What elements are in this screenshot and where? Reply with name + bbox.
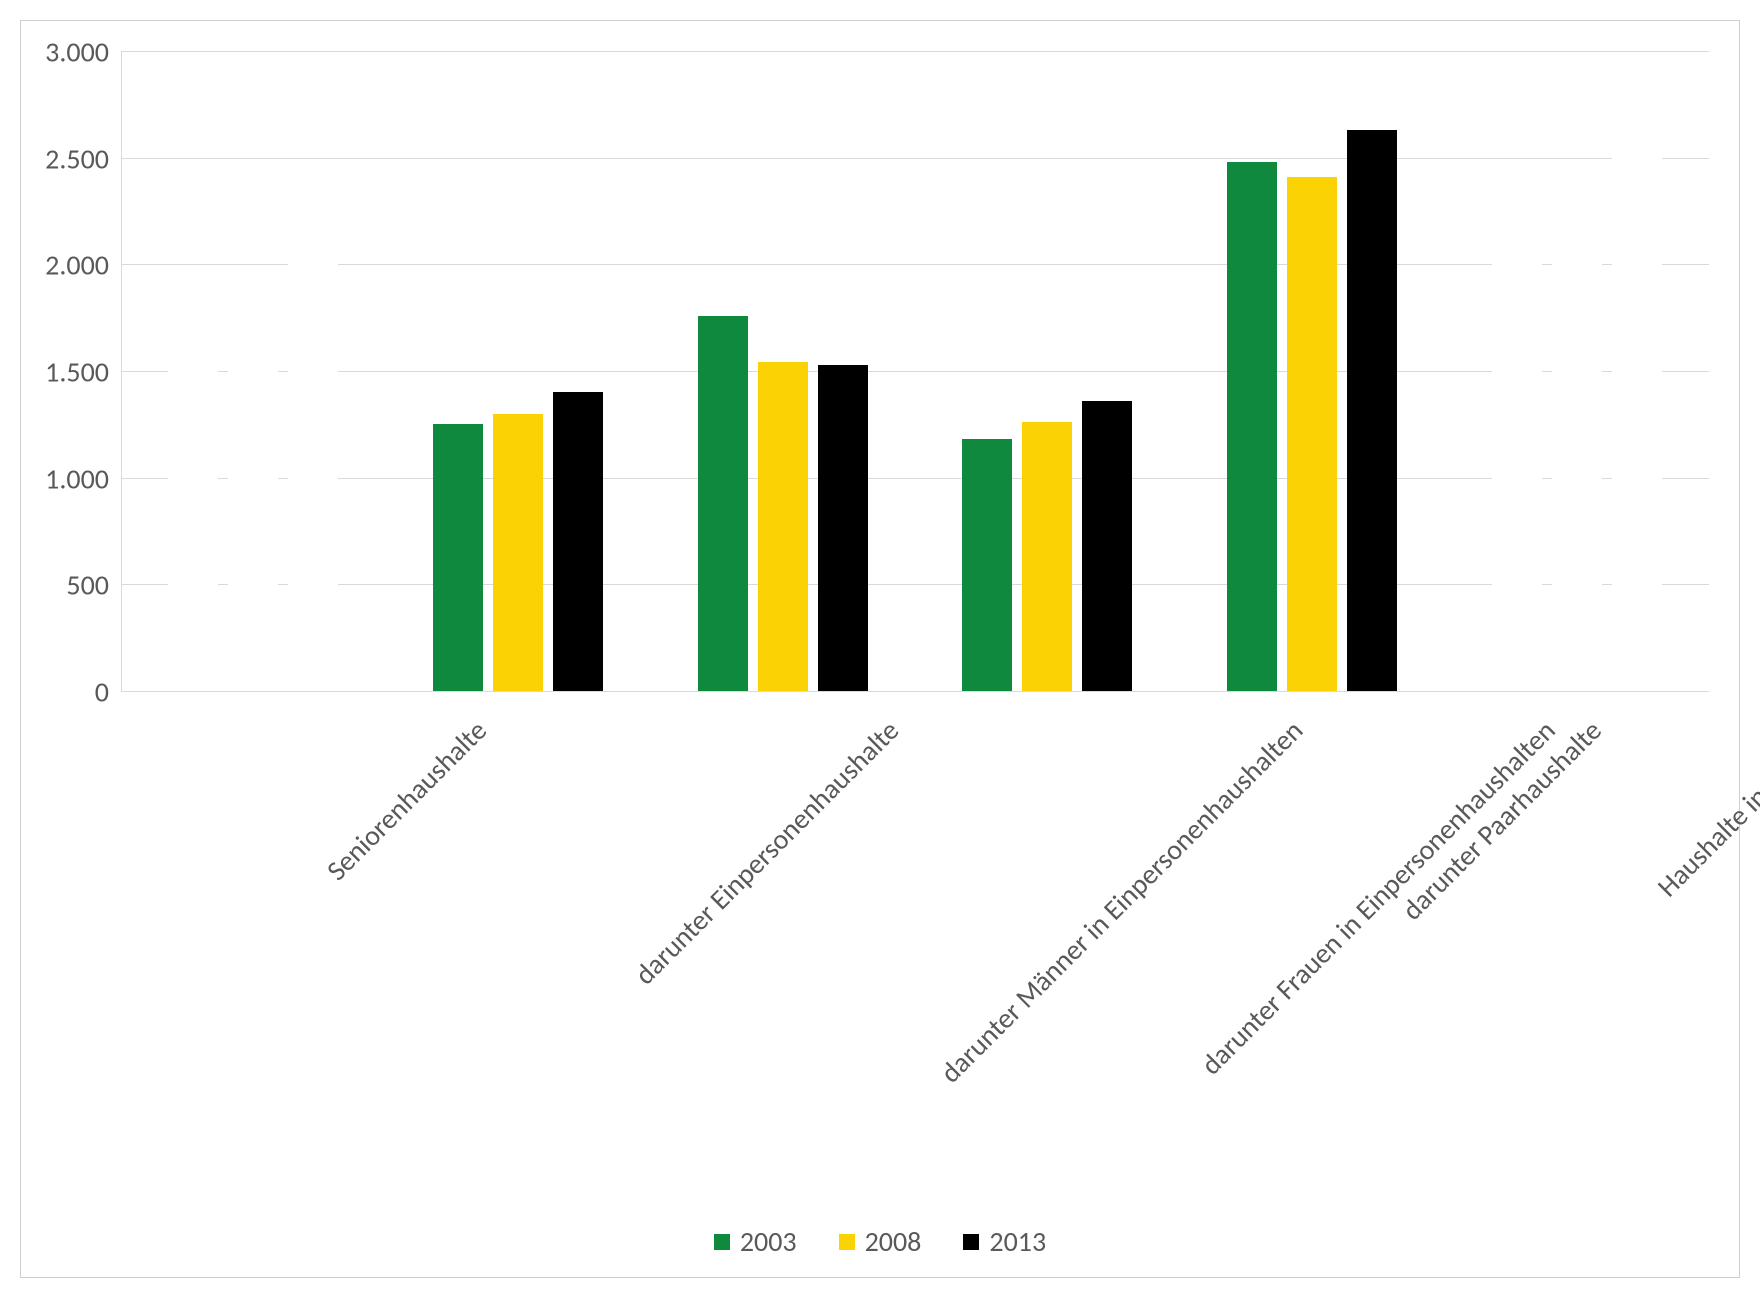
y-tick-label: 1.000 [45,461,109,496]
x-label-cell: Seniorenhaushalte [121,701,386,1161]
legend-swatch [963,1234,979,1250]
x-axis-labels: Seniorenhaushaltedarunter Einpersonenhau… [121,701,1709,1161]
bar [1612,158,1662,691]
chart-legend: 2003 2008 2013 [21,1224,1739,1259]
y-tick-label: 2.500 [45,141,109,176]
gridline: 0 [121,691,1709,692]
bar [228,303,278,691]
household-chart: 05001.0001.5002.0002.5003.000 Seniorenha… [20,20,1740,1278]
bar-group [386,51,651,691]
bar [1227,162,1277,691]
bar [818,365,868,691]
bars-row [1180,51,1445,691]
bar [1287,177,1337,691]
bars-row [121,51,386,691]
bar [698,316,748,691]
y-tick-label: 1.500 [45,355,109,390]
bars-row [650,51,915,691]
bar-group [1180,51,1445,691]
y-tick-label: 0 [95,675,109,710]
legend-label: 2003 [740,1224,797,1259]
legend-swatch [839,1234,855,1250]
legend-label: 2013 [989,1224,1046,1259]
legend-label: 2008 [865,1224,922,1259]
bar [1022,422,1072,691]
legend-item: 2013 [963,1224,1046,1259]
bar-group [121,51,386,691]
bar [433,424,483,691]
x-label-cell: darunter Männer in Einpersonenhaushalten [650,701,915,1161]
bar-group [915,51,1180,691]
x-label-cell: darunter Frauen in Einpersonenhaushalten [915,701,1180,1161]
y-tick-label: 2.000 [45,248,109,283]
bar [553,392,603,691]
plot-area: 05001.0001.5002.0002.5003.000 [121,51,1709,691]
y-tick-label: 500 [66,568,109,603]
bars-row [1444,51,1709,691]
bars-row [915,51,1180,691]
bar [758,362,808,691]
legend-swatch [714,1234,730,1250]
bar-groups [121,51,1709,691]
legend-item: 2003 [714,1224,797,1259]
bar [962,439,1012,691]
bar [288,264,338,691]
bar [1492,213,1542,691]
bar [1082,401,1132,691]
legend-item: 2008 [839,1224,922,1259]
y-tick-label: 3.000 [45,35,109,70]
bars-row [386,51,651,691]
bar [1347,130,1397,691]
x-label-cell: darunter Einpersonenhaushalte [386,701,651,1161]
bar [1552,209,1602,691]
x-axis-label: Haushalte insgesamt [1650,713,1760,904]
x-label-cell: Haushalte insgesamt [1444,701,1709,1161]
bar-group [1444,51,1709,691]
bar [493,414,543,691]
bar-group [650,51,915,691]
x-label-cell: darunter Paarhaushalte [1180,701,1445,1161]
bar [168,279,218,691]
